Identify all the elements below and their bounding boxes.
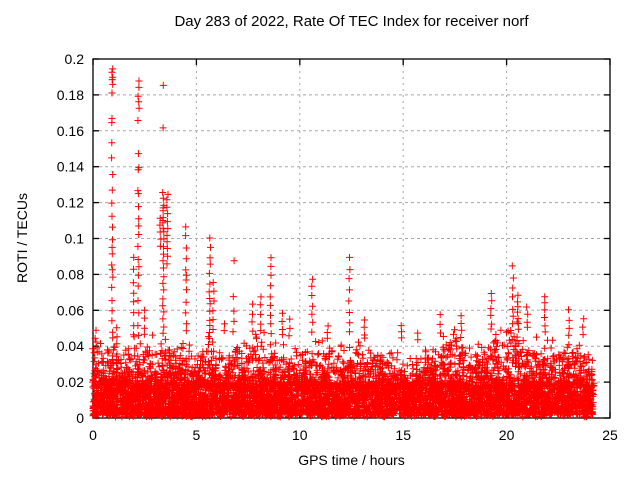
x-axis-label: GPS time / hours: [298, 452, 405, 468]
y-tick-label: 0.2: [65, 51, 85, 67]
x-tick-label: 25: [602, 427, 618, 443]
y-tick-label: 0.02: [57, 374, 84, 390]
tick-labels: 0 0.02 0.04 0.06 0.08 0.1 0.12 0.14 0.16 0.18 0.2 0…: [57, 51, 618, 443]
chart-title: Day 283 of 2022, Rate Of TEC Index for r…: [174, 13, 529, 30]
y-tick-label: 0.06: [57, 302, 84, 318]
y-tick-label: 0.1: [65, 231, 85, 247]
x-tick-label: 20: [499, 427, 515, 443]
y-tick-label: 0.08: [57, 266, 84, 282]
scatter-points: [89, 65, 598, 421]
x-tick-label: 0: [89, 427, 97, 443]
y-tick-label: 0.14: [57, 159, 84, 175]
y-tick-label: 0.12: [57, 195, 84, 211]
y-tick-label: 0.16: [57, 123, 84, 139]
y-tick-label: 0.18: [57, 87, 84, 103]
y-tick-label: 0.04: [57, 338, 84, 354]
x-tick-label: 10: [292, 427, 308, 443]
x-tick-label: 5: [193, 427, 201, 443]
y-tick-label: 0: [76, 410, 84, 426]
x-tick-label: 15: [395, 427, 411, 443]
